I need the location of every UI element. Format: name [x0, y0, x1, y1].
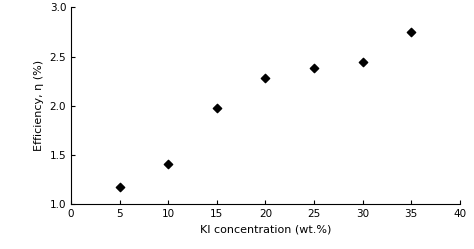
- Point: [116, 186, 123, 189]
- Point: [262, 76, 269, 80]
- Point: [407, 30, 415, 34]
- Y-axis label: Efficiency, η (%): Efficiency, η (%): [34, 60, 44, 151]
- X-axis label: KI concentration (wt.%): KI concentration (wt.%): [200, 225, 331, 235]
- Point: [164, 162, 172, 166]
- Point: [359, 60, 366, 63]
- Point: [213, 106, 220, 110]
- Point: [310, 66, 318, 70]
